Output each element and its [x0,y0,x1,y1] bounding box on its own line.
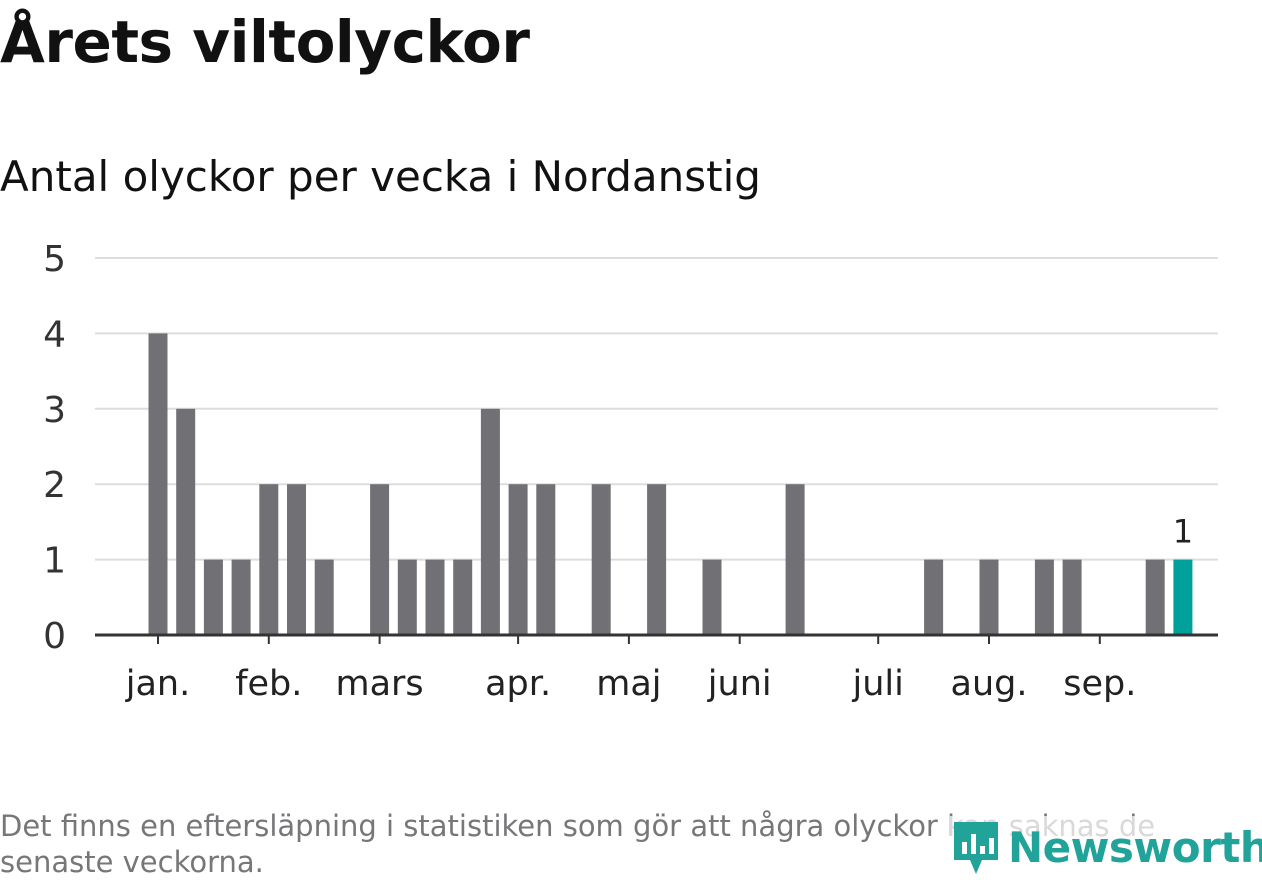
chart-title: Årets viltolyckor [0,8,530,76]
y-axis-labels: 0 1 2 3 4 5 [43,239,66,657]
x-tick-label: sep. [1063,664,1136,704]
bar-week-31 [979,559,999,635]
bar-week-17 [591,484,611,635]
bar-week-21 [702,559,722,635]
bar-week-33 [1034,559,1054,635]
chart-subtitle: Antal olyckor per vecka i Nordanstig [0,152,761,201]
data-label: 1 [1173,513,1193,551]
bar-week-3 [203,559,223,635]
bar-week-34 [1062,559,1082,635]
bar-week-14 [508,484,528,635]
y-tick-label: 3 [43,390,66,431]
x-tick-label: juli [852,664,904,704]
y-tick-label: 4 [43,314,66,355]
x-tick-label: juni [707,664,772,704]
bar-week-13 [480,408,500,635]
y-tick-label: 2 [43,465,66,506]
bar-chart: 0 1 2 3 4 5 jan. feb. mars apr. maj juni juli aug. se… [43,239,1218,704]
x-axis-ticks: jan. feb. mars apr. maj juni juli aug. sep. [125,635,1136,704]
x-tick-label: apr. [485,664,551,704]
bar-week-24 [785,484,805,635]
y-tick-label: 5 [43,239,66,280]
x-tick-label: jan. [125,664,190,704]
bar-week-9 [370,484,390,635]
data-labels: 1 [1173,513,1193,551]
bar-week-37 [1145,559,1165,635]
bar-week-19 [647,484,667,635]
x-tick-label: maj [596,664,661,704]
bar-week-29 [924,559,944,635]
x-tick-label: feb. [235,664,302,704]
bar-week-2 [176,408,196,635]
x-tick-label: mars [336,664,424,704]
bar-week-1 [148,333,168,635]
bars [148,333,1193,635]
bar-week-4 [231,559,251,635]
bar-week-6 [287,484,306,635]
bar-week-10 [397,559,417,635]
y-tick-label: 1 [43,541,66,582]
y-tick-label: 0 [43,616,66,657]
x-tick-label: aug. [951,664,1028,704]
bar-week-7 [314,559,334,635]
bar-week-12 [453,559,473,635]
newsworthy-logo: Newsworthy [950,816,1262,878]
bar-week-5 [259,484,279,635]
bar-week-15 [536,484,556,635]
bar-week-11 [425,559,445,635]
bar-week-38 [1173,559,1193,635]
newsworthy-logo-icon [954,822,998,874]
brand-name: Newsworthy [1008,822,1262,872]
